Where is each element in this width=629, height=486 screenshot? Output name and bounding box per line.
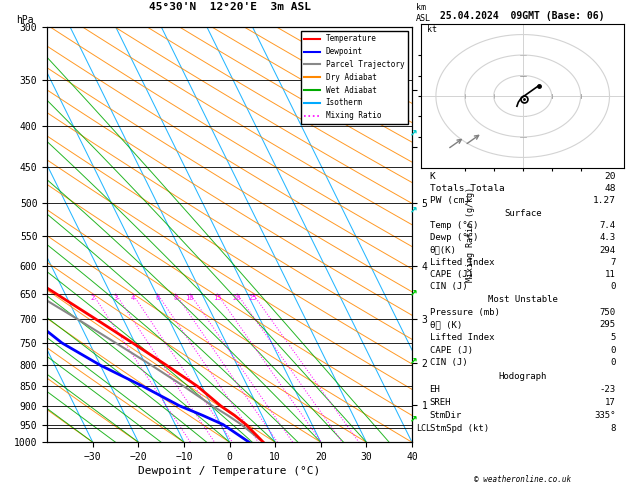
Text: StmSpd (kt): StmSpd (kt) <box>430 424 489 434</box>
Text: 0: 0 <box>611 358 616 367</box>
Text: StmDir: StmDir <box>430 411 462 420</box>
Text: 3: 3 <box>113 295 118 301</box>
Text: CAPE (J): CAPE (J) <box>430 346 472 355</box>
Text: θᴀ (K): θᴀ (K) <box>430 320 462 330</box>
Text: CIN (J): CIN (J) <box>430 358 467 367</box>
Text: 15: 15 <box>213 295 221 301</box>
Text: ↗: ↗ <box>409 125 417 138</box>
Text: 45°30'N  12°20'E  3m ASL: 45°30'N 12°20'E 3m ASL <box>148 2 311 12</box>
Text: ↗: ↗ <box>409 412 417 424</box>
Text: 5: 5 <box>611 333 616 342</box>
Text: 25: 25 <box>248 295 257 301</box>
Text: Temp (°C): Temp (°C) <box>430 221 478 230</box>
Text: kt: kt <box>427 25 437 35</box>
Text: 0: 0 <box>611 282 616 291</box>
Text: 335°: 335° <box>594 411 616 420</box>
Text: EH: EH <box>430 385 440 394</box>
Text: Most Unstable: Most Unstable <box>487 295 558 304</box>
Text: 11: 11 <box>605 270 616 279</box>
Text: Dewp (°C): Dewp (°C) <box>430 233 478 243</box>
Text: km
ASL: km ASL <box>416 3 431 22</box>
Text: 25.04.2024  09GMT (Base: 06): 25.04.2024 09GMT (Base: 06) <box>440 11 605 21</box>
Text: Lifted Index: Lifted Index <box>430 258 494 267</box>
Text: K: K <box>430 172 435 181</box>
Text: Surface: Surface <box>504 209 542 218</box>
Text: CAPE (J): CAPE (J) <box>430 270 472 279</box>
Text: 295: 295 <box>599 320 616 330</box>
Text: 20: 20 <box>233 295 241 301</box>
Text: hPa: hPa <box>16 15 34 25</box>
Text: θᴀ(K): θᴀ(K) <box>430 245 457 255</box>
Text: Pressure (mb): Pressure (mb) <box>430 308 499 317</box>
X-axis label: Dewpoint / Temperature (°C): Dewpoint / Temperature (°C) <box>138 466 321 476</box>
Text: 4: 4 <box>130 295 135 301</box>
Text: 8: 8 <box>611 424 616 434</box>
Text: Totals Totala: Totals Totala <box>430 184 504 193</box>
Text: 7: 7 <box>611 258 616 267</box>
Text: 750: 750 <box>599 308 616 317</box>
Text: ↗: ↗ <box>409 285 417 298</box>
Text: SREH: SREH <box>430 398 451 407</box>
Text: 2: 2 <box>91 295 94 301</box>
Text: 0: 0 <box>611 346 616 355</box>
Text: CIN (J): CIN (J) <box>430 282 467 291</box>
Text: 1.27: 1.27 <box>593 196 616 205</box>
Text: 10: 10 <box>186 295 194 301</box>
Text: Lifted Index: Lifted Index <box>430 333 494 342</box>
Text: -23: -23 <box>599 385 616 394</box>
Text: 20: 20 <box>604 172 616 181</box>
Text: ↗: ↗ <box>409 203 417 215</box>
Text: 7.4: 7.4 <box>599 221 616 230</box>
Text: 4.3: 4.3 <box>599 233 616 243</box>
Y-axis label: Mixing Ratio (g/kg): Mixing Ratio (g/kg) <box>467 187 476 282</box>
Text: 294: 294 <box>599 245 616 255</box>
Legend: Temperature, Dewpoint, Parcel Trajectory, Dry Adiabat, Wet Adiabat, Isotherm, Mi: Temperature, Dewpoint, Parcel Trajectory… <box>301 31 408 124</box>
Text: 48: 48 <box>604 184 616 193</box>
Text: PW (cm): PW (cm) <box>430 196 470 205</box>
Text: LCL: LCL <box>416 424 431 433</box>
Text: 8: 8 <box>173 295 177 301</box>
Text: 17: 17 <box>605 398 616 407</box>
Text: ↗: ↗ <box>409 353 417 366</box>
Text: © weatheronline.co.uk: © weatheronline.co.uk <box>474 474 571 484</box>
Text: Hodograph: Hodograph <box>499 372 547 381</box>
Text: 6: 6 <box>155 295 159 301</box>
